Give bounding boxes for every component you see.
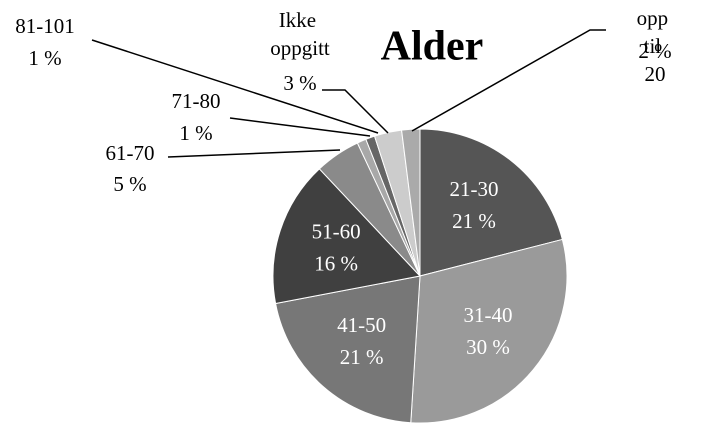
leader-line <box>167 149 341 158</box>
slice-label: 51-60 <box>312 220 361 244</box>
label-line: 20 <box>645 62 666 86</box>
slice-value-label: 1 % <box>179 121 212 145</box>
label-line: til <box>644 34 667 58</box>
pie-slice <box>410 238 568 423</box>
slice-label: 31-40 <box>463 303 512 327</box>
leader-line <box>91 39 379 134</box>
slice-label: 41-50 <box>337 313 386 337</box>
slice-label: opp til 20 <box>637 6 674 86</box>
slice-value-label: 3 % <box>283 71 316 95</box>
slice-value-label: 2 % <box>638 39 671 63</box>
slice-label: 21-30 <box>450 177 499 201</box>
pie-slice <box>419 128 563 277</box>
chart-title: Alder <box>381 24 484 70</box>
slice-label: Ikke oppgitt <box>270 8 330 60</box>
slice-value-label: 21 % <box>340 345 384 369</box>
slice-value-label: 30 % <box>466 335 510 359</box>
label-line: Ikke <box>279 8 322 32</box>
pie-slice <box>401 128 421 277</box>
slice-value-label: 5 % <box>113 172 146 196</box>
leader-line <box>322 89 389 134</box>
slice-value-label: 1 % <box>28 46 61 70</box>
label-line: oppgitt <box>270 36 330 60</box>
slice-value-label: 16 % <box>314 252 358 276</box>
label-line: opp <box>637 6 674 30</box>
slice-value-label: 21 % <box>452 209 496 233</box>
slice-label: 81-101 <box>15 14 75 38</box>
pie-slice <box>272 168 421 305</box>
slice-label: 61-70 <box>106 141 155 165</box>
leader-line <box>411 29 606 132</box>
pie-slice <box>275 275 421 423</box>
leader-line <box>229 117 371 137</box>
slice-label: 71-80 <box>172 89 221 113</box>
